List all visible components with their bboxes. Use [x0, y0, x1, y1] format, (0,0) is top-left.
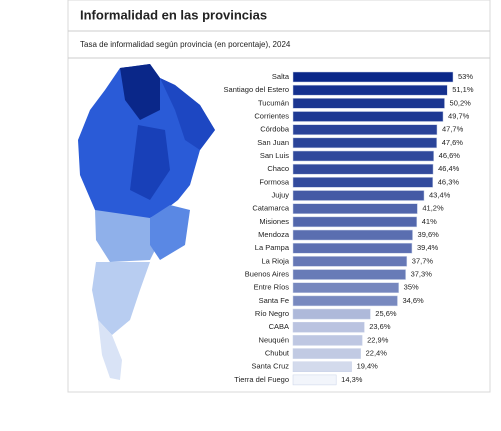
- bar: [292, 308, 371, 320]
- bar: [292, 98, 445, 109]
- category-label: Río Negro: [255, 309, 289, 318]
- bar: [292, 190, 425, 201]
- bar: [292, 295, 398, 307]
- value-label: 47,7%: [442, 125, 464, 134]
- category-label: La Rioja: [261, 256, 289, 265]
- bar: [292, 321, 365, 333]
- value-label: 39,4%: [417, 243, 439, 252]
- bar: [292, 229, 413, 241]
- category-label: Córdoba: [260, 125, 290, 134]
- chart-title: Informalidad en las provincias: [80, 7, 267, 22]
- category-label: Jujuy: [271, 191, 289, 200]
- bar: [292, 71, 454, 83]
- value-label: 37,3%: [411, 270, 433, 279]
- category-label: Misiones: [259, 217, 289, 226]
- category-label: Santa Fe: [259, 296, 289, 305]
- value-label: 43,4%: [429, 191, 451, 200]
- bar: [292, 282, 399, 293]
- category-label: Formosa: [259, 177, 289, 186]
- bar: [292, 177, 434, 188]
- category-label: Chubut: [265, 349, 290, 358]
- value-label: 47,6%: [442, 138, 464, 147]
- bar: [292, 256, 408, 267]
- value-label: 22,4%: [366, 349, 388, 358]
- value-label: 41%: [422, 217, 437, 226]
- category-label: San Luis: [260, 151, 289, 160]
- category-label: Catamarca: [252, 204, 290, 213]
- bar: [292, 203, 418, 214]
- value-label: 41,2%: [422, 204, 444, 213]
- value-label: 37,7%: [412, 256, 434, 265]
- category-label: Chaco: [267, 164, 289, 173]
- category-label: Neuquén: [259, 335, 289, 344]
- category-label: Tierra del Fuego: [234, 375, 289, 384]
- value-label: 51,1%: [452, 85, 474, 94]
- bar: [292, 361, 352, 372]
- value-label: 46,3%: [438, 177, 460, 186]
- value-label: 34,6%: [402, 296, 424, 305]
- category-label: Buenos Aires: [245, 270, 289, 279]
- bar: [292, 374, 337, 386]
- bar: [292, 242, 413, 254]
- category-label: Santa Cruz: [251, 362, 289, 371]
- value-label: 22,9%: [367, 335, 389, 344]
- bar: [292, 124, 438, 135]
- bar: [292, 348, 361, 359]
- value-label: 53%: [458, 72, 473, 81]
- value-label: 23,6%: [369, 322, 391, 331]
- value-label: 46,4%: [438, 164, 460, 173]
- chart-subtitle: Tasa de informalidad según provincia (en…: [80, 40, 291, 49]
- bar: [292, 137, 437, 149]
- value-label: 46,6%: [439, 151, 461, 160]
- bar: [292, 84, 448, 96]
- bar: [292, 216, 418, 228]
- bar: [292, 269, 406, 280]
- category-label: Mendoza: [258, 230, 290, 239]
- value-label: 49,7%: [448, 111, 470, 120]
- bar: [292, 163, 434, 175]
- category-label: La Pampa: [255, 243, 290, 252]
- map: [78, 64, 215, 380]
- bar: [292, 150, 434, 162]
- value-label: 19,4%: [357, 362, 379, 371]
- category-label: Corrientes: [254, 111, 289, 120]
- value-label: 39,6%: [418, 230, 440, 239]
- category-label: Entre Ríos: [254, 283, 290, 292]
- category-label: Salta: [272, 72, 290, 81]
- value-label: 50,2%: [450, 98, 472, 107]
- category-label: San Juan: [257, 138, 289, 147]
- category-label: Tucumán: [258, 98, 289, 107]
- bar: [292, 111, 444, 122]
- value-label: 35%: [404, 283, 419, 292]
- category-label: Santiago del Estero: [224, 85, 289, 94]
- bar: [292, 335, 363, 346]
- value-label: 14,3%: [341, 375, 363, 384]
- category-label: CABA: [269, 322, 289, 331]
- value-label: 25,6%: [375, 309, 397, 318]
